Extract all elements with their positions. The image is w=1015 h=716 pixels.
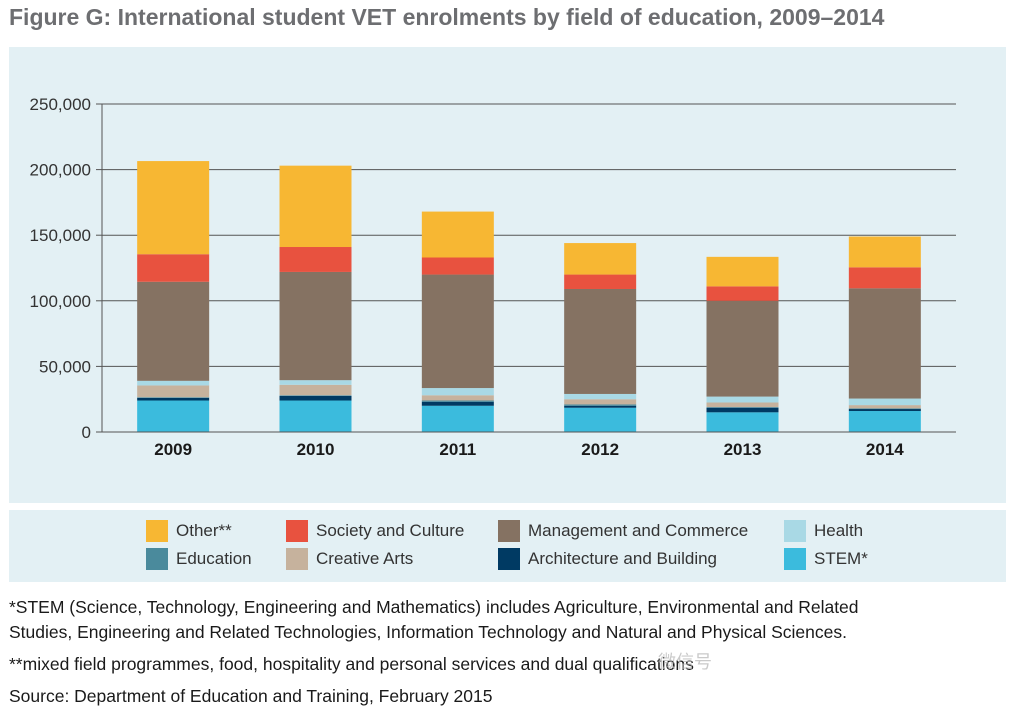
legend-item-education: Education: [146, 548, 252, 570]
bar-segment-education-2010: [279, 395, 352, 396]
bar-segment-health-2009: [137, 380, 210, 386]
bar-segment-management-and-commerce-2012: [564, 288, 637, 394]
bar-segment-society-and-culture-2013: [706, 286, 779, 301]
legend-label-health: Health: [814, 521, 864, 540]
bar-segment-management-and-commerce-2014: [848, 288, 921, 399]
bar-segment-health-2014: [848, 398, 921, 406]
page-title: Figure G: International student VET enro…: [9, 4, 885, 30]
bars: [137, 161, 921, 432]
bar-segment-creative-arts-2010: [279, 384, 352, 396]
legend-swatch-management-and-commerce: [498, 520, 520, 542]
bar-segment-stem-2009: [137, 400, 210, 432]
x-tick-label: 2009: [154, 440, 192, 459]
legend-item-architecture-and-building: Architecture and Building: [498, 548, 717, 570]
legend-label-architecture-and-building: Architecture and Building: [528, 549, 718, 568]
stacked-bar-chart: 0 50,000 100,000 150,000 200,000 250,000 2009 2…: [30, 95, 956, 459]
x-tick-label: 2013: [724, 440, 762, 459]
x-tick-label: 2014: [866, 440, 904, 459]
bar-segment-other-2012: [564, 243, 637, 275]
y-tick-label: 100,000: [30, 292, 91, 311]
x-tick-label: 2010: [297, 440, 335, 459]
legend-item-stem: STEM*: [784, 548, 868, 570]
legend-swatch-education: [146, 548, 168, 570]
x-tick-label: 2012: [581, 440, 619, 459]
stem-footnote-line-2: Studies, Engineering and Related Technol…: [9, 622, 847, 642]
legend: Other** Society and Culture Management a…: [9, 510, 1006, 582]
legend-item-management-and-commerce: Management and Commerce: [498, 520, 748, 542]
bar-segment-creative-arts-2009: [137, 385, 210, 398]
bar-segment-stem-2013: [706, 412, 779, 432]
y-tick-label: 150,000: [30, 226, 91, 245]
bar-segment-creative-arts-2011: [421, 395, 494, 401]
stem-footnote-line-1: *STEM (Science, Technology, Engineering …: [9, 597, 859, 617]
bar-segment-architecture-and-building-2009: [137, 397, 210, 401]
source-note: Source: Department of Education and Trai…: [9, 686, 493, 706]
legend-item-other: Other**: [146, 520, 232, 542]
bar-segment-education-2009: [137, 397, 210, 398]
y-tick-label: 50,000: [39, 357, 91, 376]
other-footnote: **mixed field programmes, food, hospital…: [9, 654, 694, 674]
bar-segment-architecture-and-building-2011: [421, 401, 494, 406]
legend-item-creative-arts: Creative Arts: [286, 548, 413, 570]
bar-segment-other-2013: [706, 256, 779, 287]
chart-panel: 0 50,000 100,000 150,000 200,000 250,000 2009 2…: [9, 47, 1006, 503]
legend-swatch-architecture-and-building: [498, 548, 520, 570]
watermark-logo: 微信号: [658, 652, 712, 672]
axes: 0 50,000 100,000 150,000 200,000 250,000 2009 2…: [30, 95, 956, 459]
legend-item-society-and-culture: Society and Culture: [286, 520, 464, 542]
bar-segment-creative-arts-2014: [848, 405, 921, 409]
bar-segment-architecture-and-building-2013: [706, 407, 779, 413]
bar-segment-education-2012: [564, 404, 637, 406]
bar-segment-other-2010: [279, 165, 352, 248]
bar-segment-health-2012: [564, 393, 637, 400]
legend-swatch-other: [146, 520, 168, 542]
bar-segment-society-and-culture-2012: [564, 274, 637, 289]
legend-label-other: Other**: [176, 521, 232, 540]
bar-segment-stem-2011: [421, 405, 494, 432]
legend-swatch-health: [784, 520, 806, 542]
bar-segment-society-and-culture-2011: [421, 257, 494, 275]
y-tick-label: 0: [82, 423, 91, 442]
bar-segment-society-and-culture-2014: [848, 267, 921, 289]
bar-segment-stem-2014: [848, 411, 921, 432]
legend-item-health: Health: [784, 520, 863, 542]
bar-segment-stem-2012: [564, 407, 637, 432]
bar-segment-management-and-commerce-2010: [279, 271, 352, 381]
bar-segment-creative-arts-2012: [564, 399, 637, 405]
bar-segment-architecture-and-building-2010: [279, 395, 352, 401]
bar-segment-health-2011: [421, 388, 494, 396]
x-tick-label: 2011: [439, 440, 476, 459]
bar-segment-health-2010: [279, 380, 352, 385]
bar-segment-society-and-culture-2009: [137, 254, 210, 282]
bar-segment-stem-2010: [279, 400, 352, 432]
legend-label-creative-arts: Creative Arts: [316, 549, 414, 568]
gridlines: [102, 103, 956, 367]
bar-segment-management-and-commerce-2009: [137, 281, 210, 381]
bar-segment-education-2011: [421, 400, 494, 402]
bar-segment-society-and-culture-2010: [279, 247, 352, 272]
bar-segment-education-2013: [706, 407, 779, 408]
bar-segment-management-and-commerce-2011: [421, 274, 494, 389]
y-tick-label: 200,000: [30, 161, 91, 180]
legend-swatch-stem: [784, 548, 806, 570]
y-tick-label: 250,000: [30, 95, 91, 114]
bar-segment-health-2013: [706, 396, 779, 403]
legend-swatch-society-and-culture: [286, 520, 308, 542]
legend-swatch-creative-arts: [286, 548, 308, 570]
legend-label-management-and-commerce: Management and Commerce: [528, 521, 749, 540]
bar-segment-other-2011: [421, 211, 494, 258]
legend-label-society-and-culture: Society and Culture: [316, 521, 465, 540]
bar-segment-other-2009: [137, 161, 210, 255]
bar-segment-creative-arts-2013: [706, 402, 779, 408]
legend-label-education: Education: [176, 549, 252, 568]
bar-segment-other-2014: [848, 236, 921, 268]
bar-segment-management-and-commerce-2013: [706, 300, 779, 397]
bar-segment-architecture-and-building-2012: [564, 405, 637, 408]
legend-label-stem: STEM*: [814, 549, 868, 568]
bar-segment-architecture-and-building-2014: [848, 409, 921, 412]
bar-segment-education-2014: [848, 408, 921, 410]
